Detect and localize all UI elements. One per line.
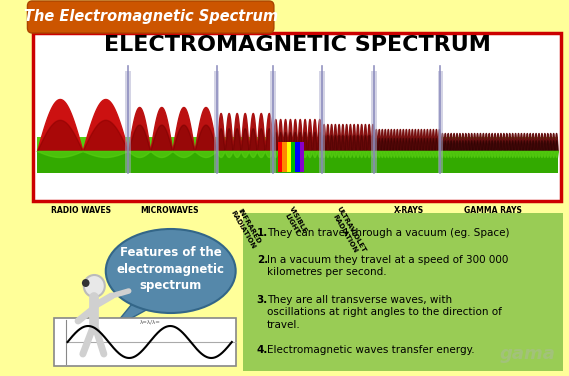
- Bar: [295, 142, 300, 172]
- Text: In a vacuum they travel at a speed of 300 000
kilometres per second.: In a vacuum they travel at a speed of 30…: [267, 255, 509, 277]
- Bar: [37, 137, 558, 151]
- Text: Electromagnetic waves transfer energy.: Electromagnetic waves transfer energy.: [267, 345, 475, 355]
- Bar: [282, 142, 287, 172]
- Bar: [300, 142, 304, 172]
- Text: They are all transverse waves, with
oscillations at right angles to the directio: They are all transverse waves, with osci…: [267, 295, 502, 330]
- Bar: [270, 71, 275, 173]
- Text: Features of the
electromagnetic
spectrum: Features of the electromagnetic spectrum: [117, 246, 225, 293]
- Bar: [125, 71, 131, 173]
- Text: 1.: 1.: [257, 228, 268, 238]
- Text: 2.: 2.: [257, 255, 268, 265]
- Bar: [37, 139, 558, 173]
- Text: They can travel through a vacuum (eg. Space): They can travel through a vacuum (eg. Sp…: [267, 228, 510, 238]
- Bar: [438, 71, 443, 173]
- Text: INFRARED
RADIATION: INFRARED RADIATION: [230, 206, 263, 250]
- Bar: [54, 318, 236, 366]
- Bar: [291, 142, 295, 172]
- Bar: [319, 71, 324, 173]
- Text: GAMMA RAYS: GAMMA RAYS: [464, 206, 521, 215]
- Ellipse shape: [106, 229, 236, 313]
- Bar: [287, 142, 291, 172]
- Text: ELECTROMAGNETIC SPECTRUM: ELECTROMAGNETIC SPECTRUM: [104, 35, 490, 55]
- Text: gama: gama: [500, 345, 555, 363]
- Bar: [372, 71, 377, 173]
- Text: RADIO WAVES: RADIO WAVES: [51, 206, 112, 215]
- Circle shape: [82, 279, 89, 287]
- Bar: [244, 213, 563, 371]
- Text: The Electromagnetic Spectrum: The Electromagnetic Spectrum: [23, 9, 278, 24]
- FancyBboxPatch shape: [27, 1, 274, 33]
- Bar: [278, 142, 282, 172]
- Text: ULTRAVIOLET
RADIATION: ULTRAVIOLET RADIATION: [329, 206, 366, 258]
- Text: VISIBLE
LIGHT: VISIBLE LIGHT: [282, 206, 308, 238]
- Text: MICROWAVES: MICROWAVES: [141, 206, 199, 215]
- Text: 4.: 4.: [257, 345, 268, 355]
- Bar: [33, 33, 562, 201]
- Circle shape: [84, 275, 105, 297]
- Text: 3.: 3.: [257, 295, 268, 305]
- Polygon shape: [112, 301, 154, 329]
- Bar: [214, 71, 220, 173]
- Text: λ=λ/λ=: λ=λ/λ=: [140, 320, 161, 325]
- Text: X-RAYS: X-RAYS: [394, 206, 424, 215]
